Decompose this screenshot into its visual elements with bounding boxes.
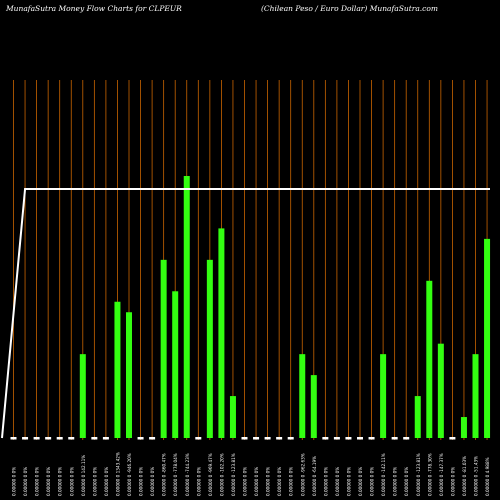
zero-bar xyxy=(91,437,98,440)
bar xyxy=(126,312,132,438)
x-tick-label: 0.00000 0 0% xyxy=(104,467,109,496)
chart-title: MunafaSutra Money Flow Charts for CLPEUR xyxy=(6,4,182,13)
zero-bar xyxy=(10,437,17,440)
x-tick-label: 0.00000 0 0% xyxy=(92,467,97,496)
bar xyxy=(310,375,317,438)
x-tick-label: 0.00000 0 0% xyxy=(254,467,259,496)
x-tick-label: 0.00000 0 -860.47% xyxy=(162,453,167,496)
x-tick-label: 0.00000 0 -946.20% xyxy=(127,453,132,496)
zero-bar xyxy=(357,437,363,440)
zero-bar xyxy=(403,437,410,440)
bar xyxy=(183,176,190,438)
x-tick-label: 0.00000 0 -64.19% xyxy=(312,456,317,496)
bar xyxy=(414,396,421,438)
x-tick-label: 0.00000 0 0% xyxy=(58,467,63,496)
chart-subtitle: (Chilean Peso / Euro Dollar) MunafaSutra… xyxy=(260,4,438,13)
x-tick-label: 0.00000 0 0% xyxy=(150,467,155,496)
zero-bar xyxy=(333,437,340,440)
x-tick-label: 0.00000 0 0% xyxy=(35,467,40,496)
x-tick-label: 0.00000 0 0% xyxy=(323,467,328,496)
zero-bar xyxy=(345,437,352,440)
x-tick-label: 0.00000 0 -744.23% xyxy=(185,453,190,496)
zero-bar xyxy=(264,437,271,440)
zero-bar xyxy=(68,437,75,440)
zero-bar xyxy=(45,437,52,440)
zero-bar xyxy=(149,437,156,440)
zero-bar xyxy=(449,437,456,440)
bar xyxy=(218,228,225,438)
zero-bar xyxy=(287,437,294,440)
zero-bar xyxy=(276,437,283,440)
bar xyxy=(437,343,444,438)
x-tick-label: 0.00000 0 -123.81% xyxy=(231,453,236,496)
x-tick-label: 0.00000 0 0% xyxy=(46,467,51,496)
x-tick-label: 0.00000 0 -81.03% xyxy=(462,456,467,496)
bar xyxy=(472,354,479,438)
x-tick-label: 0.00000 0 0% xyxy=(358,467,363,496)
x-tick-label: 0.00000 0 -969.47% xyxy=(208,453,213,496)
bar xyxy=(380,354,387,438)
money-flow-line xyxy=(1,188,490,439)
zero-bar xyxy=(102,437,109,440)
bar xyxy=(79,354,86,438)
x-tick-label: 0.00000 0 0% xyxy=(393,467,398,496)
x-tick-label: 0.00000 0 0% xyxy=(289,467,294,496)
zero-bar xyxy=(137,437,144,440)
x-tick-label: 0.00000 0 -147.37% xyxy=(439,453,444,496)
x-tick-label: 0.00000 0 -778.04% xyxy=(173,453,178,496)
x-tick-label: 0.00000 0 0% xyxy=(404,467,409,496)
x-tick-label: 0.00000 0 0% xyxy=(23,467,28,496)
zero-bar xyxy=(368,437,375,440)
zero-bar xyxy=(253,437,260,440)
x-tick-label: 0.00000 0 0% xyxy=(370,467,375,496)
zero-bar xyxy=(56,437,63,440)
x-tick-label: 0.00000 0 142.11% xyxy=(81,455,86,496)
bar xyxy=(206,259,213,438)
x-tick-label: 0.00000 0 0% xyxy=(277,467,282,496)
bar xyxy=(484,238,491,438)
bar xyxy=(426,280,433,438)
bar xyxy=(299,354,306,438)
x-tick-label: 0.00000 0 0% xyxy=(12,467,17,496)
zero-bar xyxy=(195,437,202,440)
x-tick-label: 0.00000 0 -778.30% xyxy=(427,453,432,496)
x-tick-label: 0.00000 0 -123.81% xyxy=(416,453,421,496)
x-tick-label: 0.00000 0 -962.63% xyxy=(300,453,305,496)
x-tick-label: 0.00000 0 -51.43% xyxy=(474,456,479,496)
x-tick-label: 0.00000 0 0% xyxy=(243,467,248,496)
bar xyxy=(229,396,236,438)
x-tick-label: 0.00000 0 4.988% xyxy=(485,457,490,496)
bar xyxy=(172,291,179,438)
x-tick-label: 0.00000 0 -142.11% xyxy=(381,453,386,496)
bar xyxy=(460,417,467,438)
x-tick-label: 0.00000 0 -102.20% xyxy=(219,453,224,496)
x-tick-label: 0.00000 0 0% xyxy=(450,467,455,496)
x-tick-label: 0.00000 0 0% xyxy=(346,467,351,496)
x-tick-label: 0.00000 0 0% xyxy=(139,467,144,496)
zero-bar xyxy=(241,437,248,440)
bar xyxy=(114,301,121,438)
x-tick-label: 0.00000 0 0% xyxy=(196,467,201,496)
x-tick-label: 0.00000 0 1343.42% xyxy=(115,452,120,496)
x-tick-label: 0.00000 0 0% xyxy=(266,467,271,496)
zero-bar xyxy=(33,437,40,440)
bar xyxy=(160,259,167,438)
zero-bar xyxy=(322,437,329,440)
x-tick-label: 0.00000 0 0% xyxy=(335,467,340,496)
x-tick-label: 0.00000 0 0% xyxy=(69,467,74,496)
zero-bar xyxy=(22,437,29,440)
zero-bar xyxy=(391,437,398,440)
